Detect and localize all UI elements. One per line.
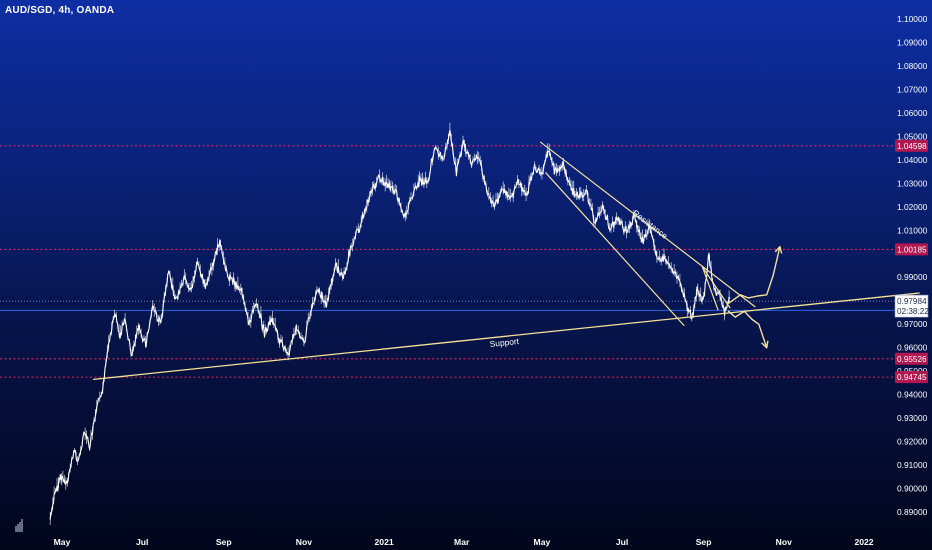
current-price-value: 0.97984 xyxy=(897,297,927,306)
y-tick-label: 1.01000 xyxy=(897,225,928,235)
y-tick-label: 0.99000 xyxy=(897,272,928,282)
y-tick-label: 0.96000 xyxy=(897,343,928,353)
symbol-title: AUD/SGD, 4h, OANDA xyxy=(5,5,115,16)
price-badge-text-1: 1.00185 xyxy=(897,245,927,254)
x-tick-label: Mar xyxy=(454,537,470,547)
y-tick-label: 1.07000 xyxy=(897,84,928,94)
x-tick-label: 2021 xyxy=(375,537,394,547)
support-label: Support xyxy=(489,336,520,349)
projection-up-arrowhead xyxy=(774,246,783,254)
x-tick-label: Nov xyxy=(296,537,312,547)
price-badge-text-4: 0.95526 xyxy=(897,355,927,364)
price-badge-4 xyxy=(895,352,928,365)
projection-down-path xyxy=(727,310,768,349)
y-tick-label: 1.05000 xyxy=(897,131,928,141)
current-price-box xyxy=(894,294,929,318)
y-tick-label: 0.89000 xyxy=(897,507,928,517)
y-tick-label: 0.93000 xyxy=(897,413,928,423)
channel-lower-line xyxy=(545,172,685,326)
resistance-trendline xyxy=(540,141,756,308)
current-price-countdown: 02:38:22 xyxy=(897,307,929,316)
price-badges: 1.045981.001850.975910.955260.947450.979… xyxy=(894,139,929,384)
y-tick-label: 1.08000 xyxy=(897,61,928,71)
y-tick-label: 1.03000 xyxy=(897,178,928,188)
time-axis: May Jul Sep Nov 2021 Mar May Jul Sep Nov 2022 xyxy=(54,537,874,547)
price-badge-5 xyxy=(895,371,928,384)
x-tick-label: Jul xyxy=(616,537,628,547)
y-tick-label: 0.94000 xyxy=(897,390,928,400)
y-tick-label: 1.06000 xyxy=(897,108,928,118)
price-axis: 1.10000 1.09000 1.08000 1.07000 1.06000 1.050… xyxy=(897,14,928,517)
y-tick-label: 0.92000 xyxy=(897,437,928,447)
price-badge-0 xyxy=(895,139,928,152)
x-tick-label: 2022 xyxy=(854,537,873,547)
y-tick-label: 1.04000 xyxy=(897,155,928,165)
projection-down-arrowhead xyxy=(761,340,769,349)
x-tick-label: Sep xyxy=(216,537,232,547)
x-tick-label: Nov xyxy=(776,537,792,547)
wedge-upper-line xyxy=(701,266,731,309)
price-line xyxy=(49,129,731,520)
y-tick-label: 0.91000 xyxy=(897,460,928,470)
x-tick-label: May xyxy=(54,537,71,547)
y-tick-label: 1.09000 xyxy=(897,38,928,48)
price-badge-1 xyxy=(895,243,928,256)
x-tick-label: May xyxy=(534,537,551,547)
y-tick-label: 1.02000 xyxy=(897,202,928,212)
price-series xyxy=(15,122,731,532)
projection-up-path xyxy=(726,246,781,305)
x-tick-label: Sep xyxy=(696,537,712,547)
x-tick-label: Jul xyxy=(136,537,148,547)
wedge-lower-line xyxy=(701,266,719,311)
volume-marks xyxy=(15,519,23,532)
y-tick-label: 0.97000 xyxy=(897,319,928,329)
y-tick-label: 1.10000 xyxy=(897,14,928,24)
y-tick-label: 0.90000 xyxy=(897,484,928,494)
price-badge-text-0: 1.04598 xyxy=(897,142,927,151)
support-trendline xyxy=(92,292,920,381)
price-badge-text-5: 0.94745 xyxy=(897,373,927,382)
